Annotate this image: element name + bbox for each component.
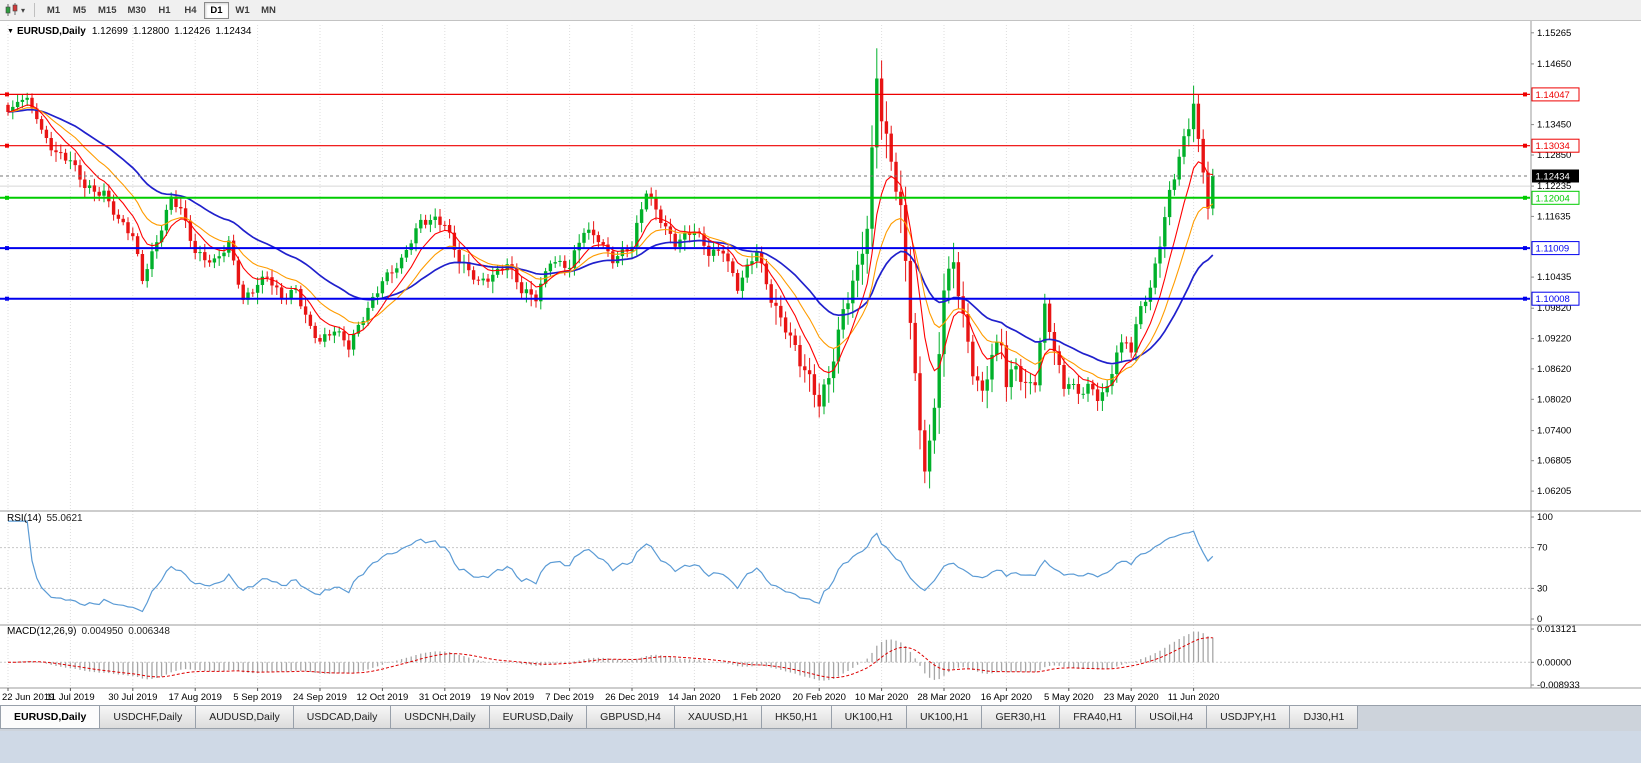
svg-text:1.10435: 1.10435 [1537, 272, 1571, 283]
chart-tab[interactable]: GBPUSD,H4 [587, 706, 675, 729]
svg-text:1.06805: 1.06805 [1537, 456, 1571, 467]
svg-text:20 Feb 2020: 20 Feb 2020 [793, 692, 846, 703]
svg-text:1.13034: 1.13034 [1536, 141, 1570, 152]
timeframe-button-m5[interactable]: M5 [72, 4, 87, 16]
timeframe-toolbar: ▾ M1 M5 M15 M30 H1 H4 D1 W1 MN [0, 0, 1641, 21]
chart-tab[interactable]: USDCHF,Daily [100, 706, 197, 729]
svg-text:1.08020: 1.08020 [1537, 394, 1571, 405]
chart-tab[interactable]: EURUSD,Daily [489, 706, 588, 729]
svg-text:7 Dec 2019: 7 Dec 2019 [545, 692, 594, 703]
svg-text:100: 100 [1537, 512, 1553, 523]
timeframe-button-mn[interactable]: MN [261, 4, 276, 16]
chart-tab[interactable]: EURUSD,Daily [0, 706, 101, 729]
timeframe-buttons: M1 M5 M15 M30 H1 H4 D1 W1 MN [41, 1, 282, 19]
chart-type-icon[interactable] [4, 3, 20, 17]
svg-text:70: 70 [1537, 543, 1548, 554]
svg-text:1.11635: 1.11635 [1537, 211, 1571, 222]
chart-tab[interactable]: HK50,H1 [761, 706, 832, 729]
svg-text:1.10008: 1.10008 [1536, 294, 1570, 305]
svg-text:31 Oct 2019: 31 Oct 2019 [419, 692, 471, 703]
chart-tab[interactable]: FRA40,H1 [1060, 706, 1137, 729]
chart-tab[interactable]: USOil,H4 [1136, 706, 1208, 729]
svg-text:30 Jul 2019: 30 Jul 2019 [108, 692, 157, 703]
chart-canvas[interactable]: 1.15265 1.14650 1.13450 1.12850 1.12235 1.116… [0, 21, 1641, 705]
chart-tab[interactable]: UK100,H1 [907, 706, 983, 729]
svg-text:1.06205: 1.06205 [1537, 486, 1571, 497]
svg-text:1.11009: 1.11009 [1536, 244, 1570, 255]
svg-text:22 Jun 2019: 22 Jun 2019 [2, 692, 54, 703]
svg-text:23 May 2020: 23 May 2020 [1104, 692, 1159, 703]
svg-text:11 Jul 2019: 11 Jul 2019 [46, 692, 94, 703]
chart-tab[interactable]: USDCAD,Daily [293, 706, 392, 729]
svg-text:16 Apr 2020: 16 Apr 2020 [981, 692, 1032, 703]
timeframe-button-d1[interactable]: D1 [203, 1, 229, 19]
svg-text:1 Feb 2020: 1 Feb 2020 [733, 692, 781, 703]
svg-text:5 Sep 2019: 5 Sep 2019 [233, 692, 282, 703]
svg-text:14 Jan 2020: 14 Jan 2020 [668, 692, 720, 703]
chart-tab[interactable]: AUDUSD,Daily [196, 706, 294, 729]
chart-tab[interactable]: UK100,H1 [831, 706, 908, 729]
timeframe-button-m15[interactable]: M15 [98, 4, 117, 16]
svg-text:0: 0 [1537, 614, 1542, 625]
svg-text:10 Mar 2020: 10 Mar 2020 [855, 692, 908, 703]
svg-text:0.013121: 0.013121 [1537, 624, 1577, 635]
svg-text:11 Jun 2020: 11 Jun 2020 [1168, 692, 1220, 703]
svg-text:1.13450: 1.13450 [1537, 120, 1571, 131]
chart-tab[interactable]: DJ30,H1 [1290, 706, 1359, 729]
svg-text:1.12434: 1.12434 [1536, 172, 1570, 183]
svg-text:-0.008933: -0.008933 [1537, 680, 1580, 691]
svg-text:0.00000: 0.00000 [1537, 657, 1571, 668]
svg-text:12 Oct 2019: 12 Oct 2019 [357, 692, 409, 703]
svg-text:26 Dec 2019: 26 Dec 2019 [605, 692, 659, 703]
timeframe-button-h1[interactable]: H1 [158, 4, 171, 16]
svg-text:1.12850: 1.12850 [1537, 150, 1571, 161]
svg-text:1.12235: 1.12235 [1537, 181, 1571, 192]
svg-text:1.15265: 1.15265 [1537, 28, 1571, 39]
chart-tab-bar: EURUSD,Daily USDCHF,Daily AUDUSD,Daily USDC… [0, 705, 1641, 731]
chart-tab[interactable]: USDJPY,H1 [1207, 706, 1291, 729]
svg-text:30: 30 [1537, 583, 1548, 594]
svg-text:5 May 2020: 5 May 2020 [1044, 692, 1094, 703]
chart-tools-group: ▾ [4, 3, 41, 17]
svg-text:1.07400: 1.07400 [1537, 426, 1571, 437]
svg-text:1.09820: 1.09820 [1537, 303, 1571, 314]
svg-text:1.14650: 1.14650 [1537, 59, 1571, 70]
chart-tab[interactable]: USDCNH,Daily [391, 706, 490, 729]
chart-tab[interactable]: XAUUSD,H1 [674, 706, 762, 729]
timeframe-button-m30[interactable]: M30 [127, 4, 146, 16]
svg-text:1.14047: 1.14047 [1536, 90, 1570, 101]
chart-window: 1.15265 1.14650 1.13450 1.12850 1.12235 1.116… [0, 21, 1641, 705]
timeframe-button-w1[interactable]: W1 [235, 4, 250, 16]
svg-text:1.09220: 1.09220 [1537, 334, 1571, 345]
svg-text:19 Nov 2019: 19 Nov 2019 [480, 692, 534, 703]
svg-text:17 Aug 2019: 17 Aug 2019 [169, 692, 222, 703]
timeframe-button-h4[interactable]: H4 [184, 4, 197, 16]
toolbar-divider [34, 3, 36, 17]
chart-tab[interactable]: GER30,H1 [982, 706, 1061, 729]
svg-text:1.12004: 1.12004 [1536, 193, 1570, 204]
bottom-strip [0, 731, 1641, 763]
dropdown-caret-icon[interactable]: ▾ [21, 5, 26, 15]
timeframe-button-m1[interactable]: M1 [46, 4, 61, 16]
svg-text:24 Sep 2019: 24 Sep 2019 [293, 692, 347, 703]
svg-text:28 Mar 2020: 28 Mar 2020 [917, 692, 970, 703]
svg-text:1.08620: 1.08620 [1537, 364, 1571, 375]
